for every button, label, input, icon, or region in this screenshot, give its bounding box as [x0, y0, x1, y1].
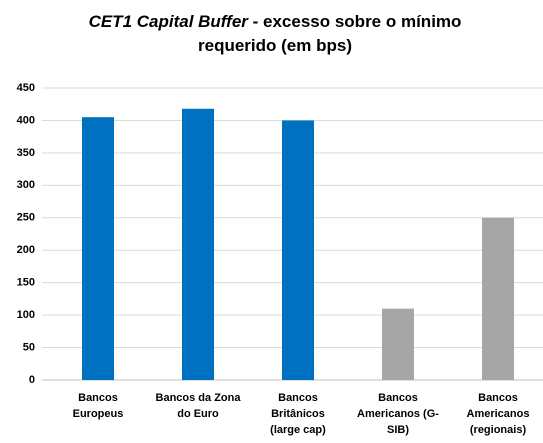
y-tick-label: 250	[17, 212, 35, 224]
title-rest: - excesso sobre o mínimo requerido (em b…	[198, 12, 462, 55]
bar	[82, 117, 114, 380]
x-tick-label: Bancos Americanos (regionais)	[466, 392, 530, 436]
y-tick-label: 350	[17, 147, 35, 159]
bar	[182, 108, 214, 381]
chart-title: CET1 Capital Buffer - excesso sobre o mí…	[60, 10, 490, 58]
x-tick-label: Bancos Europeus	[72, 392, 124, 420]
y-tick-label: 100	[17, 309, 35, 321]
y-tick-label: 400	[17, 114, 35, 126]
y-tick-label: 0	[29, 374, 35, 386]
y-tick-label: 450	[17, 82, 35, 94]
bar	[282, 120, 314, 380]
title-italic: CET1 Capital Buffer	[88, 12, 248, 31]
y-tick-label: 50	[23, 341, 35, 353]
x-tick-label: Bancos Americanos (G- SIB)	[357, 392, 439, 436]
y-tick-label: 150	[17, 277, 35, 289]
y-tick-label: 200	[17, 244, 35, 256]
x-tick-label: Bancos Britânicos (large cap)	[270, 392, 326, 436]
y-tick-label: 300	[17, 179, 35, 191]
bar	[382, 308, 414, 380]
x-tick-label: Bancos da Zona do Euro	[155, 392, 241, 420]
bar	[482, 217, 514, 380]
